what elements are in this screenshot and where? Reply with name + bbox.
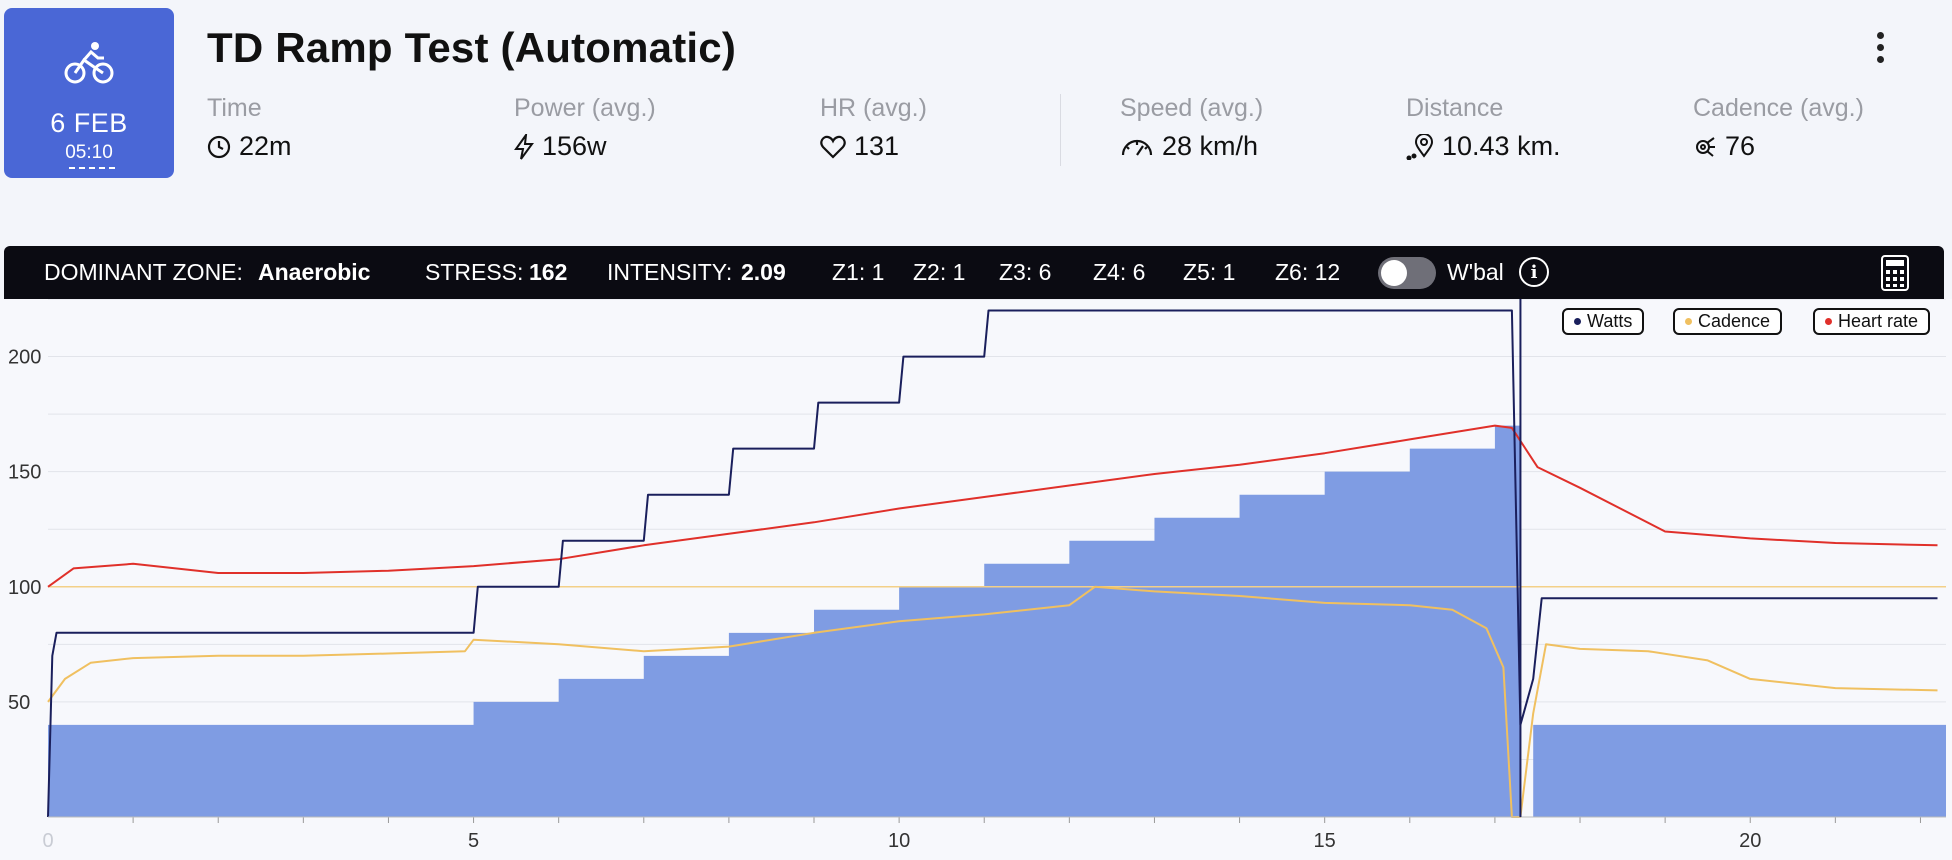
legend-watts[interactable]: Watts bbox=[1562, 308, 1645, 335]
stress-value: 162 bbox=[529, 259, 568, 285]
x-tick-label: 10 bbox=[888, 830, 910, 852]
y-tick-label: 50 bbox=[8, 692, 30, 714]
dominant-zone-label: DOMINANT ZONE: bbox=[44, 259, 243, 285]
stat-cadence: Cadence (avg.) 76 bbox=[1693, 94, 1864, 162]
x-tick-label: 15 bbox=[1314, 830, 1336, 852]
stat-distance: Distance 10.43 km. bbox=[1406, 94, 1561, 162]
legend-dot bbox=[1574, 318, 1581, 325]
calculator-icon[interactable] bbox=[1881, 255, 1909, 297]
y-tick-label: 100 bbox=[8, 577, 41, 599]
x-tick-label: 0 bbox=[42, 830, 53, 852]
bicycle-icon bbox=[64, 40, 114, 91]
legend-label: Watts bbox=[1587, 311, 1633, 331]
wbal-toggle[interactable] bbox=[1378, 257, 1436, 289]
stress-label: STRESS: bbox=[425, 259, 524, 285]
cadence-icon bbox=[1696, 136, 1715, 157]
clock-icon bbox=[207, 135, 231, 158]
stat-hr: HR (avg.) 131 bbox=[820, 94, 927, 162]
stat-label: HR (avg.) bbox=[820, 94, 927, 122]
stat-label: Power (avg.) bbox=[514, 94, 656, 122]
stat-label: Speed (avg.) bbox=[1120, 94, 1264, 122]
stat-value: 131 bbox=[854, 131, 900, 161]
x-tick-label: 20 bbox=[1739, 830, 1761, 852]
target-power-area bbox=[48, 425, 1946, 817]
activity-chart[interactable]: 50 100 150 200 0 5 10 15 20 bbox=[0, 299, 1952, 860]
zone-count-z5: Z5: 1 bbox=[1183, 259, 1236, 285]
cadence-line bbox=[47, 585, 1938, 818]
zone-count-z3: Z3: 6 bbox=[999, 259, 1052, 285]
wbal-label: W'bal bbox=[1447, 259, 1504, 285]
time-underline bbox=[69, 167, 115, 169]
stat-value: 10.43 km. bbox=[1442, 131, 1561, 161]
stat-speed: Speed (avg.) 28 km/h bbox=[1120, 94, 1263, 162]
zone-count-z4: Z4: 6 bbox=[1093, 259, 1146, 285]
speedometer-icon bbox=[1121, 139, 1153, 156]
activity-date-tile[interactable]: 6 FEB 05:10 bbox=[4, 8, 174, 178]
y-tick-label: 150 bbox=[8, 462, 41, 484]
stat-label: Cadence (avg.) bbox=[1693, 94, 1864, 122]
stat-value: 22m bbox=[239, 131, 292, 161]
more-menu-icon[interactable] bbox=[1868, 28, 1892, 78]
legend-dot bbox=[1685, 318, 1692, 325]
zone-count-z1: Z1: 1 bbox=[832, 259, 885, 285]
activity-date: 6 FEB bbox=[50, 108, 128, 138]
intensity-label: INTENSITY: bbox=[607, 259, 733, 285]
dominant-zone-value: Anaerobic bbox=[258, 259, 371, 285]
legend-cadence[interactable]: Cadence bbox=[1673, 308, 1783, 335]
info-icon[interactable]: i bbox=[1519, 257, 1549, 287]
stat-power: Power (avg.) 156w bbox=[514, 94, 656, 162]
x-tick-label: 5 bbox=[468, 830, 479, 852]
route-pin-icon bbox=[1406, 133, 1434, 160]
zone-count-z6: Z6: 12 bbox=[1275, 259, 1341, 285]
stat-time: Time 22m bbox=[207, 94, 292, 162]
watts-line bbox=[47, 309, 1938, 818]
zone-summary-bar: DOMINANT ZONE: Anaerobic STRESS: 162 INT… bbox=[4, 246, 1944, 299]
heart-icon bbox=[820, 135, 846, 159]
stats-divider bbox=[1060, 94, 1061, 166]
stat-label: Distance bbox=[1406, 94, 1504, 122]
zone-count-z2: Z2: 1 bbox=[913, 259, 966, 285]
lightning-icon bbox=[514, 133, 534, 160]
heart-rate-line bbox=[47, 424, 1938, 588]
intensity-value: 2.09 bbox=[741, 259, 786, 285]
stat-label: Time bbox=[207, 94, 262, 122]
stat-value: 28 km/h bbox=[1162, 131, 1259, 161]
legend-dot bbox=[1825, 318, 1832, 325]
legend-label: Cadence bbox=[1698, 311, 1771, 331]
legend-label: Heart rate bbox=[1838, 311, 1919, 331]
y-tick-label: 200 bbox=[8, 347, 41, 369]
stat-value: 76 bbox=[1725, 131, 1756, 161]
activity-title: TD Ramp Test (Automatic) bbox=[207, 24, 737, 71]
activity-time: 05:10 bbox=[65, 142, 113, 163]
stat-value: 156w bbox=[542, 131, 607, 161]
legend-heart-rate[interactable]: Heart rate bbox=[1813, 308, 1931, 335]
